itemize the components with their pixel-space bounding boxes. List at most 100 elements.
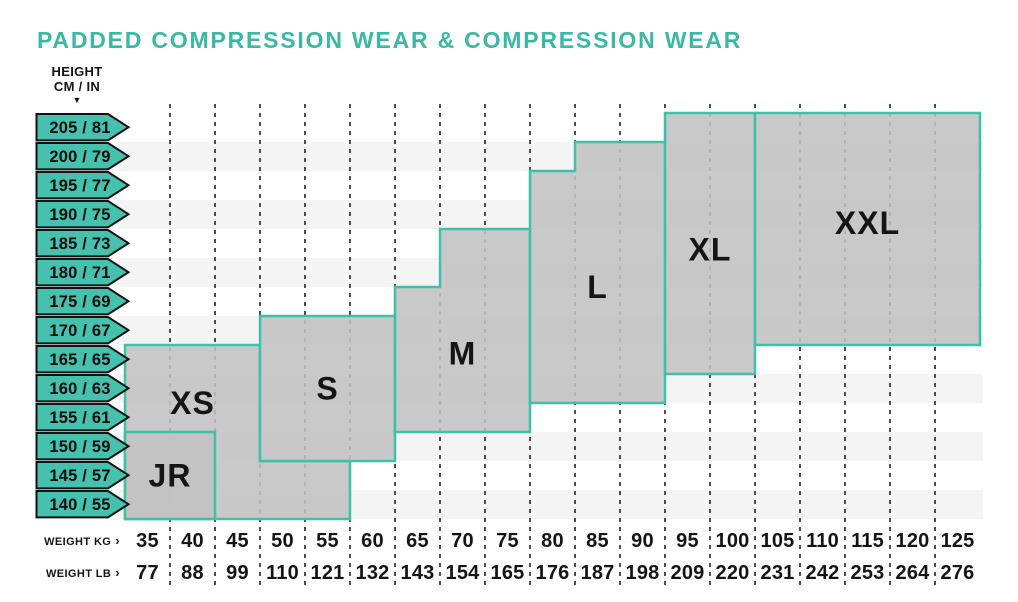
gridline [934,104,936,588]
gridline [889,104,891,588]
height-axis-label: HEIGHT CM / IN ▼ [27,64,127,105]
height-tag [35,374,131,403]
weight-kg-value: 115 [851,530,884,552]
weight-lb-value: 242 [805,562,840,584]
weight-kg-values: 35 40 45 50 55 60 65 70 75 80 85 90 95 100 105 110 115 12… [125,526,980,556]
weight-lb-value: 176 [535,562,570,584]
row-stripe [118,113,983,142]
weight-lb-value: 209 [670,562,705,584]
height-tag-label: 185 / 73 [49,235,110,253]
height-tag-label: 165 / 65 [49,351,110,369]
height-tag-label: 175 / 69 [49,293,110,311]
row-stripe [118,490,983,519]
weight-lb-value: 187 [580,562,615,584]
weight-kg-value: 80 [541,530,564,552]
height-tag [35,287,131,316]
weight-lb-value: 220 [715,562,750,584]
row-stripe [118,374,983,403]
row-stripe [118,461,983,490]
row-stripe [118,258,983,287]
row-stripe [118,345,983,374]
height-tag-label: 160 / 63 [49,380,110,398]
height-tag [35,200,131,229]
weight-lb-value: 88 [181,562,204,584]
row-stripe [118,142,983,171]
height-tag [35,113,131,142]
gridline [574,104,576,588]
weight-kg-value: 60 [361,530,384,552]
gridline [259,104,261,588]
right-arrow-icon: › [115,533,120,548]
height-tag-label: 140 / 55 [49,496,110,514]
weight-kg-value: 120 [895,530,930,552]
gridline [844,104,846,588]
gridline [799,104,801,588]
weight-lb-value: 110 [266,562,299,584]
height-tag-label: 190 / 75 [49,206,110,224]
right-arrow-icon: › [115,565,120,580]
height-tag [35,461,131,490]
weight-kg-value: 40 [181,530,204,552]
gridline [619,104,621,588]
row-stripe [118,316,983,345]
height-tag [35,171,131,200]
gridline [169,104,171,588]
weight-kg-value: 105 [760,530,795,552]
weight-lb-value: 99 [226,562,249,584]
weight-kg-value: 65 [406,530,429,552]
weight-lb-value: 231 [760,562,795,584]
weight-lb-value: 198 [625,562,660,584]
height-axis-line1: HEIGHT [51,64,103,79]
height-tag-label: 150 / 59 [49,438,110,456]
weight-lb-value: 165 [490,562,525,584]
weight-kg-value: 50 [271,530,294,552]
weight-lb-label-text: WEIGHT LB [45,568,112,580]
gridline [394,104,396,588]
gridline [439,104,441,588]
weight-lb-value: 121 [310,562,345,584]
weight-lb-value: 264 [895,562,930,584]
height-tag [35,142,131,171]
weight-lb-axis-label: WEIGHT LB › [0,558,120,589]
gridline [529,104,531,588]
page-title: PADDED COMPRESSION WEAR & COMPRESSION WE… [37,27,743,53]
weight-lb-values: 77 88 99 110 121 132 143 154 165 176 187 198 209 220 2… [125,558,980,588]
height-tag-label: 205 / 81 [49,119,110,137]
height-tag [35,345,131,374]
height-axis-line2: CM / IN [53,79,101,94]
down-caret-icon: ▼ [72,95,82,105]
gridline [349,104,351,588]
row-stripe [118,200,983,229]
weight-kg-value: 90 [631,530,654,552]
row-stripe [118,287,983,316]
row-stripe [118,229,983,258]
gridline [304,104,306,588]
height-tag [35,229,131,258]
weight-lb-value: 132 [355,562,390,584]
height-tag [35,490,131,519]
weight-kg-value: 70 [451,530,474,552]
height-tag [35,432,131,461]
weight-lb-value: 77 [136,562,159,584]
height-tag-label: 195 / 77 [49,177,110,195]
weight-kg-value: 45 [226,530,249,552]
gridline [709,104,711,588]
weight-lb-value: 154 [445,562,480,584]
gridline [484,104,486,588]
weight-lb-value: 253 [850,562,885,584]
weight-lb-value: 276 [940,562,975,584]
weight-kg-value: 85 [586,530,609,552]
height-tag [35,258,131,287]
weight-kg-value: 110 [806,530,839,552]
weight-kg-row: WEIGHT KG › 35 40 45 50 55 60 65 70 75 80 85 90 95 100… [0,526,1018,556]
gridline [754,104,756,588]
weight-kg-value: 125 [940,530,975,552]
height-tag [35,403,131,432]
weight-kg-value: 100 [715,530,750,552]
height-tag-label: 170 / 67 [49,322,110,340]
weight-kg-value: 35 [136,530,159,552]
weight-kg-label-text: WEIGHT KG [44,536,112,548]
weight-kg-value: 55 [316,530,339,552]
weight-kg-axis-label: WEIGHT KG › [0,526,120,557]
